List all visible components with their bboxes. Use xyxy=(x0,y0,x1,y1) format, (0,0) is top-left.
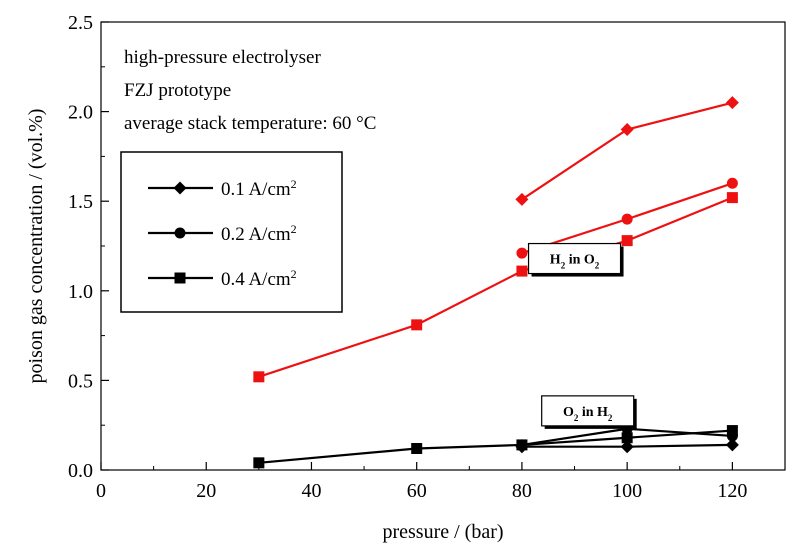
legend: 0.1 A/cm2 0.2 A/cm2 0.4 A/cm2 xyxy=(120,151,343,313)
data-point xyxy=(253,371,265,383)
x-tick-label: 120 xyxy=(717,480,747,502)
annotation-box xyxy=(527,242,622,275)
legend-marker xyxy=(173,181,187,195)
data-point xyxy=(725,96,739,110)
data-point xyxy=(621,432,633,444)
x-tick-label: 0 xyxy=(96,480,106,502)
x-axis-label: pressure / (bar) xyxy=(382,521,503,543)
y-tick-label: 0.5 xyxy=(68,370,93,392)
data-point xyxy=(726,177,738,189)
legend-label: 0.4 A/cm2 xyxy=(221,267,297,290)
info-line: average stack temperature: 60 °C xyxy=(124,113,376,134)
data-point xyxy=(621,213,633,225)
x-tick-label: 100 xyxy=(612,480,642,502)
x-tick-label: 20 xyxy=(196,480,216,502)
x-tick-label: 60 xyxy=(407,480,427,502)
annotation-label: O2 in H2 xyxy=(563,405,613,423)
data-point xyxy=(726,192,738,204)
annotation-label: H2 in O2 xyxy=(550,253,600,271)
y-tick-label: 0.0 xyxy=(68,460,93,482)
series-line xyxy=(521,101,733,201)
y-tick-label: 1.0 xyxy=(68,281,93,303)
data-point xyxy=(620,123,634,137)
annotation-o2-in-h2: O2 in H2 xyxy=(541,395,637,429)
x-tick-label: 40 xyxy=(301,480,321,502)
x-tick-label: 80 xyxy=(512,480,532,502)
data-point xyxy=(411,319,423,331)
legend-marker xyxy=(174,272,186,284)
axes: 0 20 40 60 80 100 120 0.0 0.5 1.0 1.5 2.0 2.5 xyxy=(68,12,747,502)
data-point xyxy=(621,235,633,247)
annotation-h2-in-o2: H2 in O2 xyxy=(527,242,624,277)
data-point xyxy=(620,440,634,454)
y-axis-label: poison gas concentration / (vol.%) xyxy=(25,109,47,384)
data-point xyxy=(411,442,423,454)
info-text: high-pressure electrolyser FZJ prototype a… xyxy=(124,47,376,134)
legend-label: 0.1 A/cm2 xyxy=(221,177,297,200)
y-tick-label: 2.5 xyxy=(68,12,93,34)
series-layer xyxy=(253,96,739,469)
data-point xyxy=(516,247,528,259)
data-point xyxy=(726,425,738,437)
data-point xyxy=(253,457,265,469)
data-point xyxy=(516,439,528,451)
annotation-box xyxy=(541,395,635,427)
info-line: high-pressure electrolyser xyxy=(124,47,321,68)
data-point xyxy=(516,265,528,277)
y-tick-label: 1.5 xyxy=(68,191,93,213)
y-tick-label: 2.0 xyxy=(68,102,93,124)
legend-marker xyxy=(174,227,186,239)
info-line: FZJ prototype xyxy=(124,80,231,101)
legend-label: 0.2 A/cm2 xyxy=(221,222,297,245)
annotations: H2 in O2 O2 in H2 xyxy=(527,242,637,429)
data-point xyxy=(515,192,529,206)
data-point xyxy=(725,438,739,452)
